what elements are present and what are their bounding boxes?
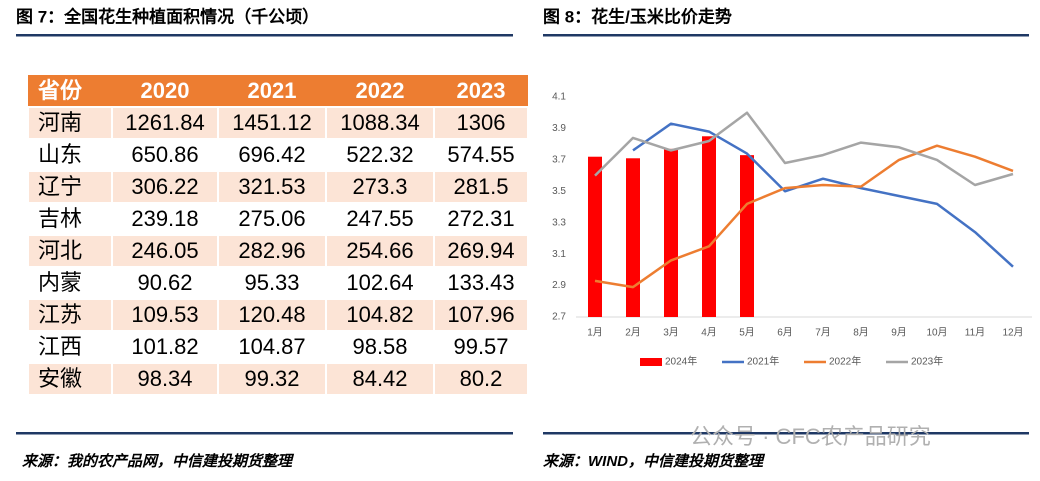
line <box>594 144 1014 289</box>
table-cell: 321.53 <box>238 174 305 199</box>
x-tick-label: 6月 <box>777 327 793 339</box>
source: 来源：WIND，中信建投期货整理 <box>543 452 766 470</box>
table-cell: 107.96 <box>447 302 514 327</box>
table-cell: 90.62 <box>137 270 192 295</box>
table-cell: 109.53 <box>131 302 198 327</box>
table-cell: 522.32 <box>346 142 413 167</box>
table-cell: 273.3 <box>352 174 407 199</box>
legend-label: 2023年 <box>911 355 943 368</box>
x-tick-label: 3月 <box>663 327 679 339</box>
table-cell: 272.31 <box>447 206 514 231</box>
rule <box>543 34 1029 37</box>
x-tick-label: 8月 <box>853 327 869 339</box>
table-cell: 306.22 <box>131 174 198 199</box>
table-cell: 246.05 <box>131 238 198 263</box>
y-tick-label: 3.1 <box>552 249 566 260</box>
table-cell: 101.82 <box>131 334 198 359</box>
table-cell: 254.66 <box>346 238 413 263</box>
watermark: 公众号 · CFC农产品研究 <box>690 424 931 449</box>
table-cell: 650.86 <box>131 142 198 167</box>
table-cell: 102.64 <box>346 270 413 295</box>
table-cell: 282.96 <box>238 238 305 263</box>
table-cell: 吉林 <box>38 206 82 231</box>
y-tick-label: 3.9 <box>552 123 566 134</box>
bar <box>664 148 678 317</box>
table-cell: 1451.12 <box>232 110 312 135</box>
header-cell: 2021 <box>248 78 297 103</box>
bar <box>588 156 602 317</box>
table-cell: 辽宁 <box>38 174 82 199</box>
bar <box>740 155 754 317</box>
rule <box>16 34 513 37</box>
header-cell: 省份 <box>37 78 83 103</box>
cell-border <box>433 362 529 396</box>
table-cell: 133.43 <box>447 270 514 295</box>
table-cell: 河南 <box>38 110 82 135</box>
table-cell: 98.34 <box>137 366 192 391</box>
y-tick-label: 3.5 <box>552 186 566 197</box>
line <box>632 122 1014 268</box>
table-cell: 247.55 <box>346 206 413 231</box>
y-tick-label: 2.9 <box>552 280 566 291</box>
x-tick-label: 10月 <box>926 327 947 339</box>
figure-title: 图 7：全国花生种植面积情况（千公顷） <box>16 6 319 26</box>
table-cell: 河北 <box>38 238 82 263</box>
bar <box>702 136 716 317</box>
legend-label: 2024年 <box>665 355 697 368</box>
header-cell: 2023 <box>457 78 506 103</box>
table-cell: 281.5 <box>453 174 508 199</box>
table-row <box>28 75 528 107</box>
table-cell: 80.2 <box>460 366 503 391</box>
table-cell: 104.87 <box>238 334 305 359</box>
table-cell: 95.33 <box>244 270 299 295</box>
table-cell: 江西 <box>38 334 82 359</box>
table-cell: 98.58 <box>352 334 407 359</box>
table-cell: 84.42 <box>352 366 407 391</box>
y-tick-label: 3.7 <box>552 154 566 165</box>
table-cell: 99.32 <box>244 366 299 391</box>
x-tick-label: 2月 <box>625 327 641 339</box>
table-cell: 696.42 <box>238 142 305 167</box>
y-tick-label: 2.7 <box>552 312 566 323</box>
table-cell: 安徽 <box>38 366 82 391</box>
table-cell: 275.06 <box>238 206 305 231</box>
table-cell: 1261.84 <box>125 110 205 135</box>
table-cell: 1088.34 <box>340 110 420 135</box>
table-cell: 104.82 <box>346 302 413 327</box>
rule <box>16 432 513 435</box>
table-cell: 1306 <box>457 110 506 135</box>
line <box>594 111 1014 187</box>
table-cell: 江苏 <box>38 302 82 327</box>
table-cell: 574.55 <box>447 142 514 167</box>
legend-swatch <box>640 358 662 366</box>
table-cell: 120.48 <box>238 302 305 327</box>
x-tick-label: 4月 <box>701 327 717 339</box>
bar <box>626 158 640 317</box>
header-cell: 2022 <box>356 78 405 103</box>
table-cell: 山东 <box>38 142 82 167</box>
x-tick-label: 12月 <box>1002 327 1023 339</box>
y-tick-label: 3.3 <box>552 217 566 228</box>
rule <box>543 432 1029 435</box>
x-tick-label: 11月 <box>965 327 985 339</box>
table-cell: 内蒙 <box>38 270 82 295</box>
x-tick-label: 7月 <box>815 327 831 339</box>
legend-label: 2021年 <box>747 355 779 368</box>
header-cell: 2020 <box>141 78 190 103</box>
figure-title: 图 8：花生/玉米比价走势 <box>543 6 732 26</box>
table-cell: 269.94 <box>447 238 514 263</box>
chart: 2.7 2.9 3.1 3.3 3.5 3.7 3.9 4.1 1月 2月 3月 4月 5月 6月 7月 8月… <box>552 92 1032 368</box>
table-cell: 99.57 <box>453 334 508 359</box>
legend-label: 2022年 <box>829 355 861 368</box>
source: 来源：我的农产品网，中信建投期货整理 <box>22 452 295 470</box>
x-tick-label: 5月 <box>739 327 755 339</box>
table: 省份 2020 2021 2022 2023 河南 1261.84 1451.12 1088.3… <box>27 75 529 396</box>
y-tick-label: 4.1 <box>552 92 566 103</box>
x-tick-label: 1月 <box>587 327 603 339</box>
table-cell: 239.18 <box>131 206 198 231</box>
x-tick-label: 9月 <box>891 327 907 339</box>
